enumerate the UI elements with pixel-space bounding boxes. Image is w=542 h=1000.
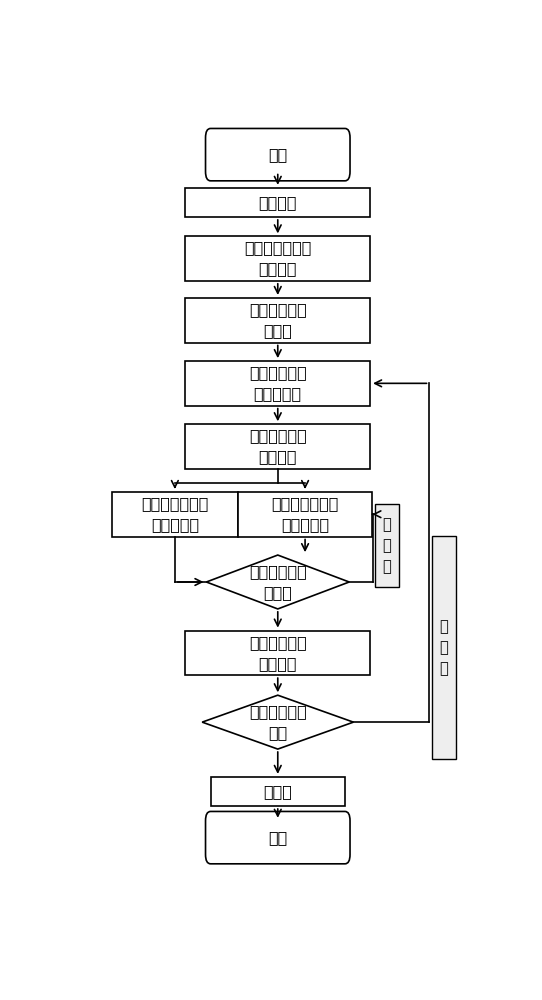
- Polygon shape: [202, 695, 353, 749]
- Text: 生成网格: 生成网格: [259, 195, 297, 210]
- Bar: [375, 504, 399, 587]
- Text: 内
迭
代: 内 迭 代: [383, 517, 391, 574]
- Bar: [185, 361, 370, 406]
- Bar: [185, 631, 370, 675]
- FancyBboxPatch shape: [205, 128, 350, 181]
- Text: 正、负电荷收
敛判断: 正、负电荷收 敛判断: [249, 564, 307, 600]
- Bar: [238, 492, 372, 537]
- Text: 沿特征线求解
电荷方程: 沿特征线求解 电荷方程: [249, 428, 307, 464]
- Bar: [185, 188, 370, 217]
- Bar: [185, 424, 370, 469]
- Bar: [210, 777, 345, 806]
- Text: 后处理: 后处理: [263, 784, 292, 799]
- Text: 结束: 结束: [268, 830, 287, 845]
- Text: 空间电荷密度
初始化: 空间电荷密度 初始化: [249, 302, 307, 338]
- FancyBboxPatch shape: [205, 811, 350, 864]
- Polygon shape: [207, 555, 349, 609]
- Bar: [431, 536, 456, 759]
- Text: 双极性电荷特征
线方程求解: 双极性电荷特征 线方程求解: [272, 496, 339, 532]
- Text: 模拟电荷法计算
标称电场: 模拟电荷法计算 标称电场: [244, 241, 312, 277]
- Text: 合成电场更新
特征线更新: 合成电场更新 特征线更新: [249, 365, 307, 401]
- Text: 外
迭
代: 外 迭 代: [440, 619, 448, 676]
- Text: 单极性电荷特征
线方程求解: 单极性电荷特征 线方程求解: [141, 496, 209, 532]
- Bar: [185, 298, 370, 343]
- Text: 空间节点电荷
密度更新: 空间节点电荷 密度更新: [249, 635, 307, 671]
- Text: 开始: 开始: [268, 147, 287, 162]
- Bar: [112, 492, 238, 537]
- Text: 电荷密度收敛
判断: 电荷密度收敛 判断: [249, 704, 307, 740]
- Bar: [185, 236, 370, 281]
